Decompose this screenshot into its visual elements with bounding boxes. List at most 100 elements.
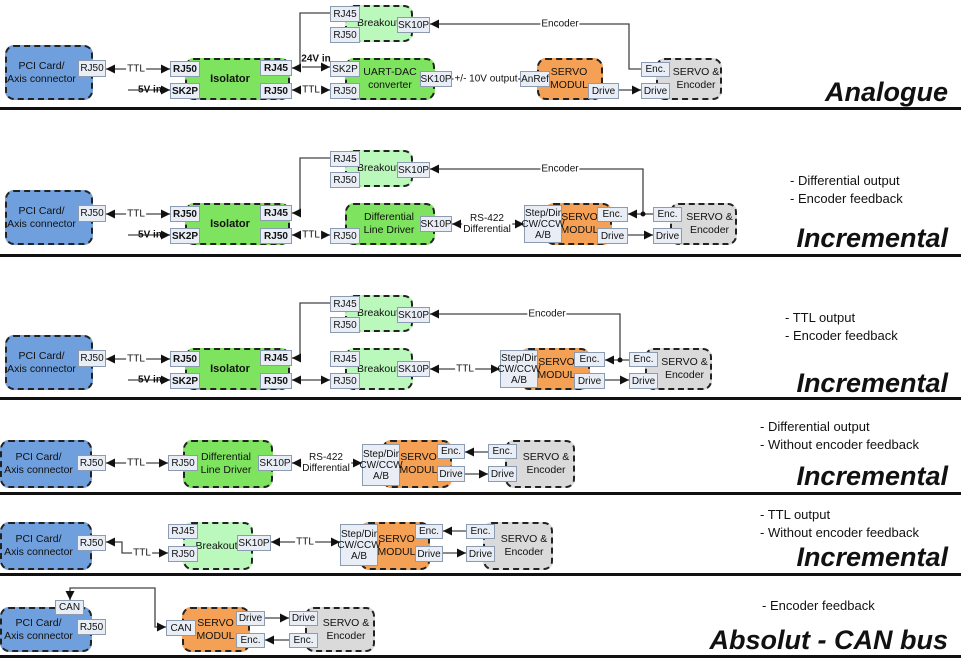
port-enc: Enc. bbox=[574, 352, 605, 367]
port-rj50: RJ50 bbox=[77, 619, 106, 635]
port-rj50: RJ50 bbox=[330, 172, 360, 188]
port-step-dir-cw-ccw-a-b: Step/Dir CW/CCW A/B bbox=[497, 350, 541, 388]
section-note: - Without encoder feedback bbox=[760, 525, 919, 540]
junction-dot bbox=[640, 211, 646, 217]
port-drive: Drive bbox=[236, 611, 265, 626]
section-note: - Encoder feedback bbox=[762, 598, 875, 613]
section-title: Absolut - CAN bus bbox=[709, 625, 948, 655]
wire-label-encoder: Encoder bbox=[527, 308, 567, 320]
section-note: - Encoder feedback bbox=[790, 191, 903, 206]
section-divider bbox=[0, 254, 961, 257]
port-step-dir-cw-ccw-a-b: Step/Dir CW/CCW A/B bbox=[359, 444, 403, 486]
port-enc: Enc. bbox=[236, 633, 265, 648]
section-divider bbox=[0, 655, 961, 658]
port-rj50: RJ50 bbox=[77, 455, 106, 471]
wire-label-ttl: TTL bbox=[132, 547, 152, 559]
port-rj45: RJ45 bbox=[330, 6, 360, 22]
port-rj45: RJ45 bbox=[330, 151, 360, 167]
wire-label-ttl: TTL bbox=[455, 363, 475, 375]
port-sk2p: SK2P bbox=[170, 83, 200, 99]
port-rj45: RJ45 bbox=[260, 205, 292, 221]
section-divider bbox=[0, 573, 961, 576]
port-sk10p: SK10P bbox=[420, 71, 452, 87]
port-rj50: RJ50 bbox=[78, 60, 106, 77]
wire-label-ttl: TTL bbox=[301, 229, 321, 241]
port-rj50: RJ50 bbox=[330, 83, 360, 99]
port-drive: Drive bbox=[488, 466, 517, 482]
port-rj50: RJ50 bbox=[170, 351, 200, 367]
port-sk2p: SK2P bbox=[170, 228, 200, 244]
wire-label-encoder: Encoder bbox=[540, 163, 580, 175]
port-sk10p: SK10P bbox=[397, 307, 430, 323]
wire-label-5v-in: 5V in bbox=[138, 84, 162, 96]
port-sk10p: SK10P bbox=[420, 216, 452, 232]
port-sk2p: SK2P bbox=[170, 373, 200, 389]
pci-card-block: PCI Card/ Axis connector bbox=[0, 440, 92, 488]
port-rj50: RJ50 bbox=[330, 373, 360, 389]
section-note: - TTL output bbox=[760, 507, 831, 522]
port-drive: Drive bbox=[415, 546, 443, 562]
wire-label-ttl: TTL bbox=[301, 84, 321, 96]
port-sk10p: SK10P bbox=[397, 361, 430, 377]
port-rj50: RJ50 bbox=[330, 317, 360, 333]
section-note: - Encoder feedback bbox=[785, 328, 898, 343]
wire-label-ttl: TTL bbox=[126, 63, 146, 75]
wire-label-rs-422-differential: RS-422 Differential bbox=[462, 213, 512, 235]
port-rj50: RJ50 bbox=[77, 535, 106, 551]
port-rj50: RJ50 bbox=[78, 350, 106, 367]
wire-label-5v-in: 5V in bbox=[138, 374, 162, 386]
wire-label-ttl: TTL bbox=[126, 353, 146, 365]
port-enc: Enc. bbox=[289, 633, 318, 648]
port-step-dir-cw-ccw-a-b: Step/Dir CW/CCW A/B bbox=[337, 524, 381, 566]
port-rj50: RJ50 bbox=[260, 83, 292, 99]
connection-line bbox=[430, 309, 621, 360]
section-note: - Differential output bbox=[760, 419, 870, 434]
port-enc: Enc. bbox=[641, 62, 670, 77]
wire-label-24v-in: 24V in bbox=[301, 53, 331, 65]
connection-line bbox=[292, 302, 330, 363]
port-drive: Drive bbox=[653, 228, 682, 244]
port-rj50: RJ50 bbox=[168, 455, 198, 471]
port-rj50: RJ50 bbox=[170, 61, 200, 77]
pci-card-block: PCI Card/ Axis connector bbox=[0, 522, 92, 570]
port-can: CAN bbox=[166, 620, 196, 636]
servo-encoder-block: SERVO & Encoder bbox=[305, 607, 375, 652]
port-rj50: RJ50 bbox=[78, 205, 106, 222]
section-title: Incremental bbox=[796, 223, 948, 253]
connection-line bbox=[292, 157, 330, 218]
port-enc: Enc. bbox=[466, 524, 495, 539]
port-drive: Drive bbox=[629, 373, 658, 389]
wire-label-ttl: TTL bbox=[126, 457, 146, 469]
connection-line bbox=[292, 12, 330, 73]
wire-label-5v-in: 5V in bbox=[138, 229, 162, 241]
port-rj50: RJ50 bbox=[330, 27, 360, 43]
port-enc: Enc. bbox=[597, 207, 628, 222]
port-drive: Drive bbox=[437, 466, 465, 482]
port-sk10p: SK10P bbox=[397, 162, 430, 178]
port-rj50: RJ50 bbox=[330, 228, 360, 244]
port-rj50: RJ50 bbox=[168, 546, 198, 562]
servo-encoder-block: SERVO & Encoder bbox=[670, 203, 737, 245]
section-divider bbox=[0, 107, 961, 110]
section-title: Incremental bbox=[796, 542, 948, 572]
port-sk10p: SK10P bbox=[258, 455, 292, 471]
port-step-dir-cw-ccw-a-b: Step/Dir CW/CCW A/B bbox=[521, 205, 565, 243]
port-can: CAN bbox=[55, 600, 84, 615]
port-rj50: RJ50 bbox=[260, 228, 292, 244]
port-rj50: RJ50 bbox=[170, 206, 200, 222]
section-note: - Without encoder feedback bbox=[760, 437, 919, 452]
port-rj45: RJ45 bbox=[260, 60, 292, 76]
section-title: Analogue bbox=[824, 77, 948, 107]
port-drive: Drive bbox=[574, 373, 605, 389]
port-sk10p: SK10P bbox=[237, 535, 271, 551]
connection-line bbox=[430, 164, 644, 214]
section-title: Incremental bbox=[796, 368, 948, 398]
port-drive: Drive bbox=[466, 546, 495, 562]
wire-label-ttl: TTL bbox=[126, 208, 146, 220]
port-enc: Enc. bbox=[415, 524, 443, 539]
port-drive: Drive bbox=[597, 228, 628, 244]
port-drive: Drive bbox=[641, 83, 670, 99]
junction-dot bbox=[617, 357, 623, 363]
port-rj50: RJ50 bbox=[260, 373, 292, 389]
section-note: - TTL output bbox=[785, 310, 856, 325]
